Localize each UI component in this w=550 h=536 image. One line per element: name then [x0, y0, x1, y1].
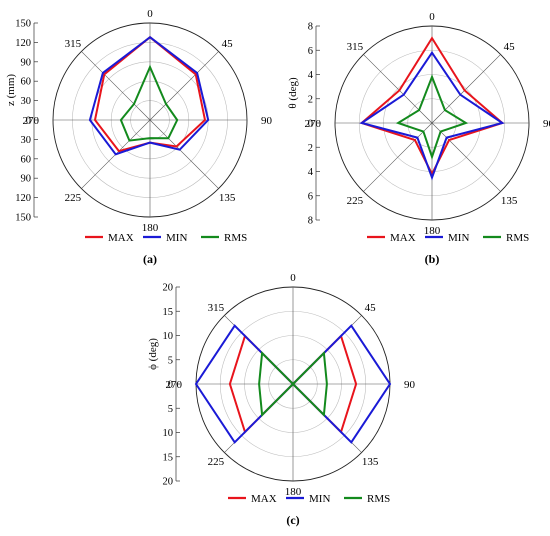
legend: MAX MIN RMS — [85, 232, 247, 244]
angle-label: 90 — [261, 115, 273, 127]
panel-label: (a) — [143, 252, 157, 266]
radial-axis-title: θ (deg) — [287, 77, 299, 109]
radial-tick-label: 30 — [21, 135, 32, 146]
series-rms-line — [395, 74, 469, 161]
angle-label: 45 — [504, 41, 516, 53]
radial-tick-label: 120 — [15, 38, 31, 49]
legend: MAX MIN RMS — [228, 493, 390, 505]
legend-label: MAX — [390, 232, 416, 244]
spoke-line — [431, 54, 501, 124]
radial-tick-label: 20 — [163, 477, 174, 488]
radial-tick-label: 10 — [163, 331, 174, 342]
angle-label: 90 — [543, 118, 550, 130]
angle-label: 225 — [347, 195, 364, 207]
angle-label: 135 — [362, 456, 379, 468]
angle-label: 90 — [404, 379, 416, 391]
radial-tick-label: 0 — [308, 119, 313, 130]
legend-label: MAX — [251, 493, 277, 505]
radial-tick-label: 10 — [163, 428, 174, 439]
radial-tick-label: 5 — [168, 404, 173, 415]
angle-label: 135 — [219, 192, 236, 204]
angle-label: 225 — [208, 456, 225, 468]
legend-label: RMS — [506, 232, 529, 244]
angle-label: 315 — [208, 302, 225, 314]
radial-tick-label: 90 — [21, 57, 32, 68]
angle-label: 0 — [147, 8, 153, 20]
angle-label: 270 — [23, 115, 40, 127]
radial-tick-label: 2 — [308, 143, 313, 154]
radial-tick-label: 60 — [21, 154, 32, 165]
radial-tick-label: 60 — [21, 77, 32, 88]
angle-label: 225 — [65, 192, 82, 204]
radial-tick-label: 30 — [21, 96, 32, 107]
radial-tick-label: 8 — [308, 216, 313, 227]
radial-tick-label: 15 — [163, 307, 174, 318]
radial-tick-label: 0 — [26, 116, 31, 127]
series-min-line — [88, 35, 210, 156]
radial-tick-label: 150 — [15, 213, 31, 224]
angle-label: 270 — [166, 379, 183, 391]
angle-label: 45 — [365, 302, 377, 314]
radial-tick-label: 150 — [15, 19, 31, 30]
angle-label: 180 — [424, 225, 441, 237]
legend-label: MIN — [166, 232, 187, 244]
radar-chart-b: 04590135180225270315022446688θ (deg)MAXM… — [287, 11, 550, 266]
panel-label: (b) — [425, 252, 440, 266]
radial-tick-label: 15 — [163, 452, 174, 463]
panel-label: (c) — [286, 513, 299, 527]
radial-axis-title: ϕ (deg) — [147, 338, 159, 370]
radial-tick-label: 20 — [163, 283, 174, 294]
angle-label: 0 — [290, 272, 296, 284]
spoke-line — [363, 54, 433, 124]
angle-label: 135 — [501, 195, 518, 207]
angle-label: 315 — [347, 41, 364, 53]
angle-label: 45 — [222, 38, 234, 50]
series-min-line — [359, 50, 505, 181]
legend-label: MAX — [108, 232, 134, 244]
radial-tick-label: 4 — [308, 70, 314, 81]
spoke-line — [431, 122, 501, 192]
radial-tick-label: 0 — [168, 380, 173, 391]
angle-label: 315 — [65, 38, 82, 50]
legend: MAX MIN RMS — [367, 232, 529, 244]
series-rms-line — [258, 350, 328, 418]
radial-tick-label: 8 — [308, 22, 313, 33]
legend-label: RMS — [224, 232, 247, 244]
radial-tick-label: 6 — [308, 46, 313, 57]
spoke-line — [363, 122, 433, 192]
radial-tick-label: 120 — [15, 193, 31, 204]
angle-label: 0 — [429, 11, 435, 23]
radar-chart-a: 0 45 90 135 180 225 270 315 0 30 30 60 60 90 90 120 120 1… — [5, 8, 273, 266]
radial-tick-label: 4 — [308, 167, 314, 178]
spoke-line — [81, 51, 151, 121]
angle-label: 270 — [305, 118, 322, 130]
legend-label: RMS — [367, 493, 390, 505]
radial-tick-label: 5 — [168, 355, 173, 366]
radial-tick-label: 90 — [21, 174, 32, 185]
series-rms-line — [119, 64, 179, 142]
radial-axis-title: z (mm) — [5, 74, 17, 106]
spoke-line — [149, 51, 219, 121]
angle-label: 180 — [285, 486, 302, 498]
legend-label: MIN — [448, 232, 469, 244]
radial-tick-label: 2 — [308, 94, 313, 105]
spoke-line — [149, 119, 219, 189]
radar-chart-c: 0 45 90 135 180 225 270 315 0 5 5 10 10 15 15 20 20 ϕ (de… — [147, 272, 416, 527]
series-max-line — [359, 36, 505, 177]
legend-label: MIN — [309, 493, 330, 505]
radial-tick-label: 6 — [308, 191, 313, 202]
angle-label: 180 — [142, 222, 159, 234]
